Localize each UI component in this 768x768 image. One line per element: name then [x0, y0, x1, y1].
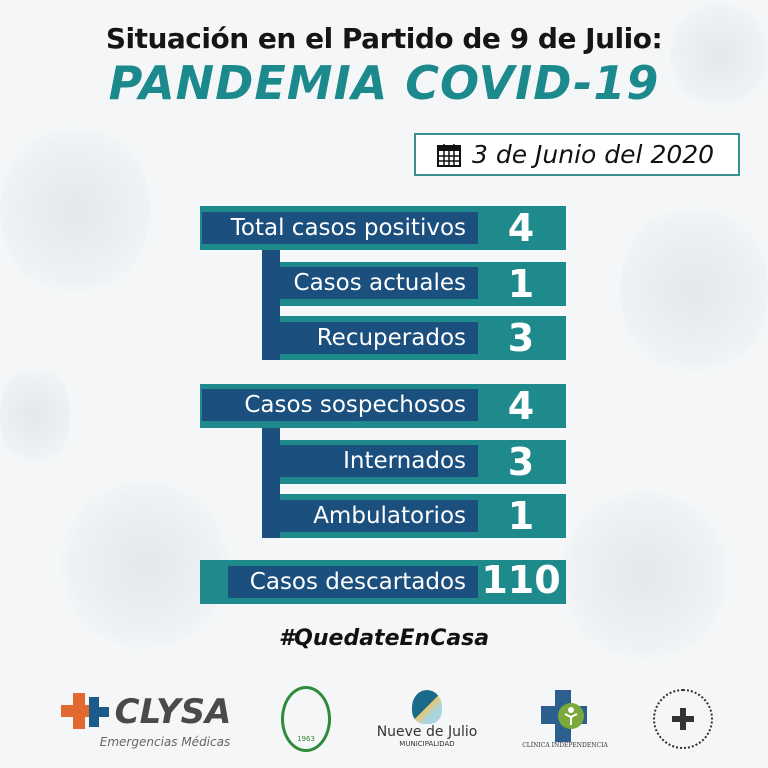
clysa-logo: CLYSA Emergencias Médicas	[50, 684, 240, 754]
virus-bg	[0, 120, 150, 300]
stat-label: Ambulatorios	[280, 500, 478, 532]
stat-value: 3	[507, 316, 535, 360]
cross-icon	[672, 708, 694, 730]
hashtag: #QuedateEnCasa	[278, 626, 490, 651]
virus-bg	[620, 200, 768, 380]
stat-value: 1	[507, 262, 535, 306]
municipalidad-logo: Nueve de Julio MUNICIPALIDAD	[372, 684, 482, 754]
stat-label: Casos actuales	[280, 267, 478, 299]
date-box: 3 de Junio del 2020	[414, 133, 740, 176]
municipalidad-name: Nueve de Julio	[376, 724, 478, 740]
calendar-icon	[437, 143, 461, 167]
stat-value: 4	[507, 206, 535, 250]
stat-label: Casos descartados	[228, 566, 478, 598]
logo-year: 1963	[297, 735, 315, 743]
stat-value: 110	[481, 558, 561, 602]
page-title: PANDEMIA COVID-19	[108, 56, 660, 110]
header-line1: Situación en el Partido de 9 de Julio:	[105, 22, 663, 55]
virus-bg	[0, 360, 70, 470]
clysa-name: CLYSA	[114, 692, 232, 732]
clinica-independencia-logo: CLÍNICA INDEPENDENCIA	[520, 684, 610, 754]
stat-label: Recuperados	[280, 322, 478, 354]
municipalidad-sub: MUNICIPALIDAD	[399, 740, 455, 748]
cross-icon	[60, 693, 109, 729]
clinic-cross-icon	[541, 689, 587, 742]
circulo-medico-logo: 1963	[276, 684, 336, 754]
clysa-sub: Emergencias Médicas	[99, 735, 231, 749]
virus-bg	[670, 0, 768, 110]
stat-value: 3	[507, 440, 535, 484]
connector	[262, 240, 280, 360]
stat-value: 1	[507, 494, 535, 538]
stat-label: Casos sospechosos	[202, 389, 478, 421]
stat-value: 4	[507, 384, 535, 428]
stat-label: Internados	[280, 445, 478, 477]
connector	[262, 418, 280, 538]
stat-label: Total casos positivos	[202, 212, 478, 244]
seal-logo	[650, 684, 716, 754]
clinica-name: CLÍNICA INDEPENDENCIA	[522, 741, 608, 749]
virus-bg	[560, 490, 730, 660]
date-text: 3 de Junio del 2020	[472, 140, 715, 169]
